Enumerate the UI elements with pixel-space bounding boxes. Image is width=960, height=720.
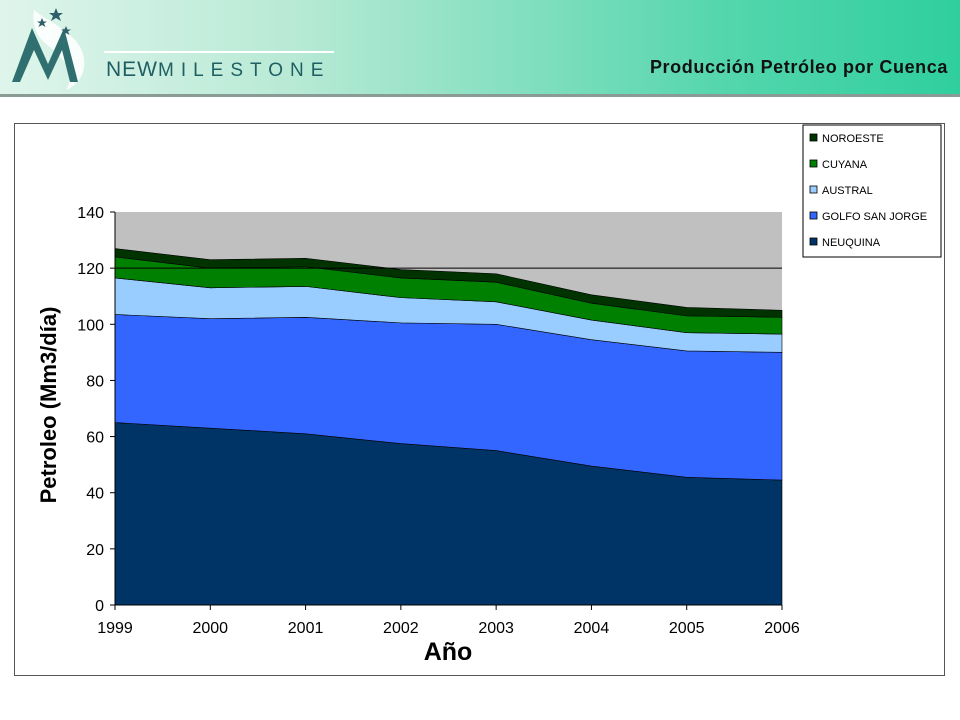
legend-box bbox=[802, 124, 942, 258]
y-tick-label: 140 bbox=[77, 205, 104, 222]
x-tick-label: 2002 bbox=[383, 620, 419, 637]
legend-swatch bbox=[809, 133, 818, 142]
legend-label: NOROESTE bbox=[822, 133, 884, 145]
legend-swatch bbox=[809, 237, 818, 246]
y-tick-label: 120 bbox=[77, 261, 104, 278]
x-tick-label: 2006 bbox=[764, 620, 800, 637]
x-tick-label: 2005 bbox=[669, 620, 705, 637]
x-tick-label: 2000 bbox=[192, 620, 228, 637]
y-tick-label: 0 bbox=[95, 598, 104, 615]
y-tick-label: 80 bbox=[86, 373, 104, 390]
brand-divider bbox=[104, 51, 334, 53]
legend-swatch bbox=[809, 185, 818, 194]
brand-name: NEWMILESTONE bbox=[106, 58, 330, 82]
x-tick-label: 1999 bbox=[97, 620, 133, 637]
page-title: Producción Petróleo por Cuenca bbox=[649, 57, 948, 77]
header-divider bbox=[0, 94, 960, 97]
brand-rest: MILESTONE bbox=[158, 60, 331, 81]
y-axis-label: Petroleo (Mm3/día) bbox=[36, 307, 61, 504]
legend-swatch bbox=[809, 211, 818, 220]
legend-label: GOLFO SAN JORGE bbox=[822, 211, 927, 223]
y-tick-label: 40 bbox=[86, 486, 104, 503]
x-tick-label: 2004 bbox=[574, 620, 610, 637]
x-tick-label: 2003 bbox=[478, 620, 514, 637]
brand-new: NEW bbox=[106, 58, 158, 81]
legend-swatch bbox=[809, 159, 818, 168]
legend-label: AUSTRAL bbox=[822, 185, 873, 197]
x-tick-label: 2001 bbox=[288, 620, 324, 637]
x-axis-label: Año bbox=[424, 638, 473, 666]
y-tick-label: 20 bbox=[86, 542, 104, 559]
legend-label: NEUQUINA bbox=[822, 237, 881, 249]
header-banner: NEWMILESTONE Producción Petróleo por Cue… bbox=[0, 0, 960, 96]
legend-label: CUYANA bbox=[822, 159, 868, 171]
y-tick-label: 100 bbox=[77, 317, 104, 334]
new-milestone-logo bbox=[12, 8, 85, 90]
area-series-noroeste bbox=[114, 248, 783, 318]
y-tick-label: 60 bbox=[86, 430, 104, 447]
